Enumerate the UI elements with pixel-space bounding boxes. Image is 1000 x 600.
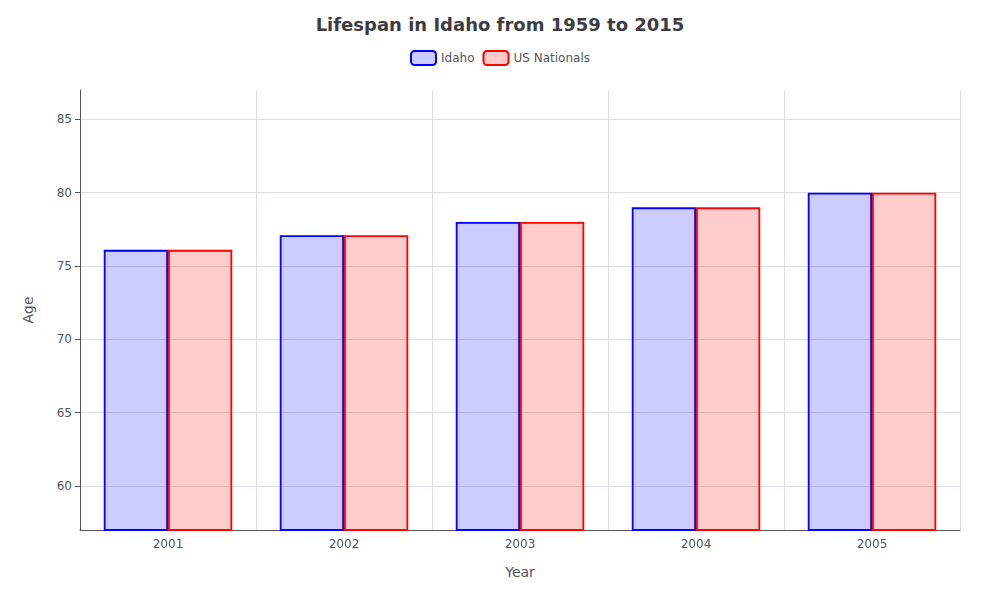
svg-text:65: 65 bbox=[57, 406, 72, 420]
svg-text:Idaho: Idaho bbox=[441, 51, 474, 65]
svg-text:75: 75 bbox=[57, 259, 72, 273]
svg-text:Lifespan in Idaho from 1959 to: Lifespan in Idaho from 1959 to 2015 bbox=[316, 14, 685, 35]
svg-text:2004: 2004 bbox=[681, 537, 712, 551]
svg-text:Year: Year bbox=[504, 564, 535, 580]
svg-text:2005: 2005 bbox=[857, 537, 888, 551]
svg-text:2001: 2001 bbox=[153, 537, 184, 551]
svg-text:2003: 2003 bbox=[505, 537, 536, 551]
svg-text:2002: 2002 bbox=[329, 537, 360, 551]
svg-text:80: 80 bbox=[57, 186, 72, 200]
svg-text:70: 70 bbox=[57, 332, 72, 346]
svg-text:60: 60 bbox=[57, 479, 72, 493]
svg-text:Age: Age bbox=[20, 296, 36, 323]
svg-text:85: 85 bbox=[57, 112, 72, 126]
svg-text:US Nationals: US Nationals bbox=[513, 51, 589, 65]
